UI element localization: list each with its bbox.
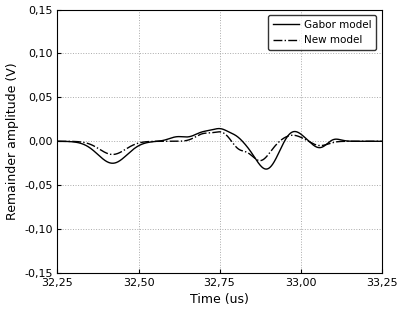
- X-axis label: Time (us): Time (us): [190, 294, 249, 306]
- New model: [193, 135, 198, 139]
- Gabor model: [373, 139, 378, 143]
- New model: [379, 139, 384, 143]
- Gabor model: [193, 133, 198, 136]
- Gabor model: [179, 135, 184, 139]
- Y-axis label: Remainder amplitude (V): Remainder amplitude (V): [6, 62, 19, 220]
- Gabor model: [55, 139, 60, 143]
- Gabor model: [92, 149, 97, 153]
- Gabor model: [264, 167, 269, 171]
- Gabor model: [338, 138, 343, 142]
- New model: [338, 139, 343, 143]
- New model: [216, 130, 221, 134]
- New model: [92, 144, 97, 148]
- Gabor model: [379, 139, 384, 143]
- Line: New model: New model: [58, 132, 382, 161]
- Legend: Gabor model, New model: Gabor model, New model: [268, 15, 376, 51]
- New model: [258, 159, 262, 163]
- Gabor model: [216, 127, 221, 130]
- New model: [55, 139, 60, 143]
- New model: [373, 139, 378, 143]
- New model: [111, 153, 116, 156]
- Line: Gabor model: Gabor model: [58, 129, 382, 169]
- Gabor model: [111, 161, 116, 165]
- New model: [179, 139, 184, 143]
